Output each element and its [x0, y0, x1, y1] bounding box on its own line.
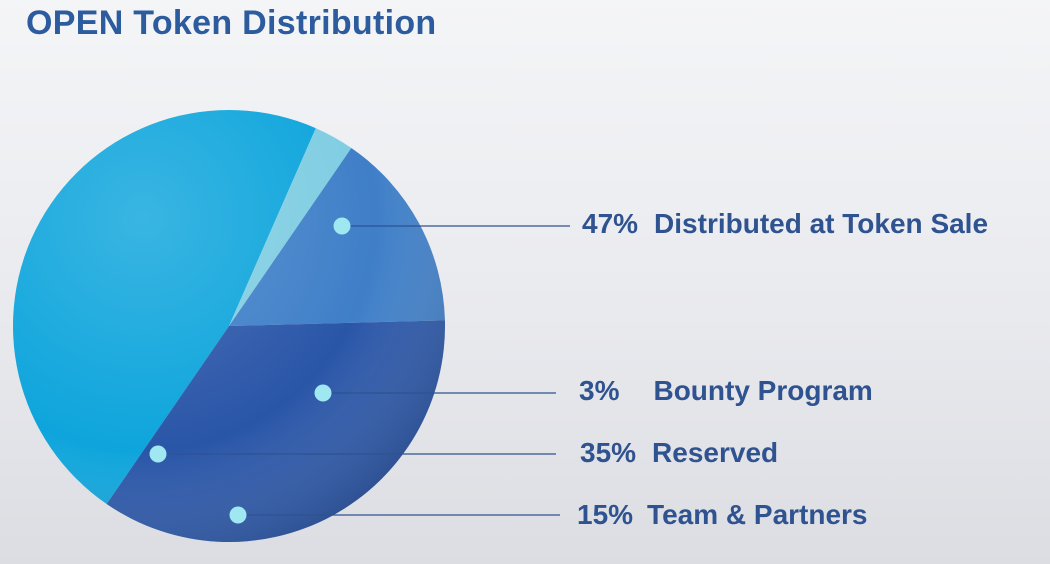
chart-title: OPEN Token Distribution — [26, 4, 437, 42]
slice-marker-distributed-at-token-sale — [333, 217, 351, 235]
legend-entry-bounty-program: 3% Bounty Program — [579, 375, 873, 407]
slice-percent-label: 47% — [582, 208, 639, 239]
slice-name-label: Distributed at Token Sale — [654, 208, 989, 239]
legend-entry-team-and-partners: 15% Team & Partners — [577, 499, 868, 531]
slice-name-label: Team & Partners — [647, 499, 868, 530]
legend-entry-distributed-at-token-sale: 47% Distributed at Token Sale — [582, 208, 988, 240]
slice-marker-bounty-program — [314, 384, 332, 402]
slice-marker-reserved — [149, 445, 167, 463]
slice-name-label: Reserved — [652, 437, 779, 468]
slice-marker-team-and-partners — [229, 506, 247, 524]
slice-name-label: Bounty Program — [653, 375, 873, 406]
legend-entry-reserved: 35% Reserved — [580, 437, 778, 469]
slice-percent-label: 35% — [580, 437, 637, 468]
slice-percent-label: 15% — [577, 499, 634, 530]
slice-percent-label: 3% — [579, 375, 620, 406]
